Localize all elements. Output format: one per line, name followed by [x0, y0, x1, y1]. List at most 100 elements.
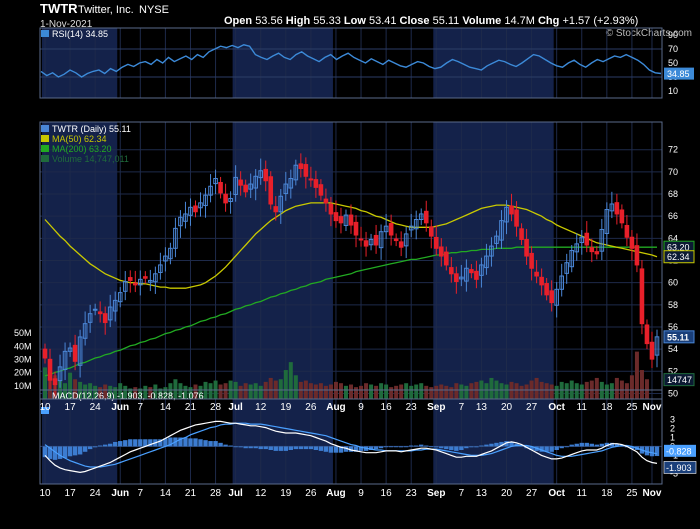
rsi-tick-label: 10 [668, 86, 678, 96]
candle-body [203, 194, 208, 207]
x-tick-label: 12 [255, 488, 267, 499]
macd-histogram-bar [102, 444, 108, 447]
candle-body [47, 358, 53, 381]
x-tick-label: 26 [305, 488, 317, 499]
axis-labels: 907050301034.857270686664626058565452506… [14, 30, 697, 499]
volume-bar [574, 383, 579, 399]
macd-histogram-bar [158, 439, 163, 447]
x-tick-label: Sep [427, 402, 445, 413]
volume-bar [384, 384, 389, 399]
candle-body [348, 214, 354, 226]
volume-tick-label: 30M [14, 355, 32, 365]
volume-label: Volume [462, 15, 501, 27]
volume-bar [293, 375, 298, 399]
macd-histogram-bar [203, 440, 208, 447]
candle-body [644, 324, 650, 345]
macd-histogram-bar [143, 439, 148, 447]
macd-signal-line [44, 422, 658, 468]
candle-body [569, 250, 575, 268]
candle-body [213, 178, 218, 185]
candle-body [589, 247, 595, 253]
x-tick-label: 9 [358, 488, 364, 499]
macd-histogram-bar [469, 446, 474, 448]
x-tick-label: Aug [326, 402, 345, 413]
company-name: Twitter, Inc. [78, 4, 134, 16]
macd-histogram-bar [52, 446, 58, 460]
candle-body [188, 206, 193, 216]
candle-body [243, 184, 248, 193]
macd-histogram-bar [614, 443, 620, 447]
volume-bar [193, 384, 198, 399]
x-tick-label: 7 [459, 402, 465, 413]
macd-histogram-bar [333, 446, 339, 453]
price-tick-label: 64 [668, 233, 678, 243]
candle-body [539, 276, 544, 286]
volume-bar [604, 384, 609, 399]
macd-histogram-bar [238, 446, 243, 448]
volume-bar [394, 385, 399, 399]
macd-histogram-bar [544, 446, 549, 452]
price-last-badge [663, 250, 695, 264]
price-tick-label: 50 [668, 388, 678, 398]
macd-histogram-bar [82, 446, 88, 452]
candle-body [253, 175, 258, 189]
macd-line [44, 420, 658, 474]
macd-histogram-bar [564, 446, 569, 448]
candle-body [499, 220, 504, 241]
volume-bar [349, 384, 353, 399]
candle-body [42, 348, 48, 359]
candle-body [248, 183, 253, 190]
candle-body [323, 198, 329, 204]
candle-body [258, 170, 264, 179]
volume-value: 14.7M [504, 15, 535, 27]
candle-body [308, 178, 314, 181]
volume-bar [524, 384, 529, 399]
candle-body [293, 164, 299, 181]
volume-tick-label: 20M [14, 368, 32, 378]
x-tick-label: 10 [39, 402, 51, 413]
x-tick-label: 27 [526, 488, 538, 499]
x-tick-label: 28 [210, 488, 222, 499]
macd-histogram-bar [579, 442, 584, 447]
volume-bar [374, 385, 379, 399]
volume-bar [399, 384, 404, 399]
candle-body [138, 278, 143, 286]
price-tick-label: 54 [668, 344, 678, 354]
volume-bar [283, 370, 288, 399]
macd-histogram-bar [178, 437, 183, 447]
x-tick-label: 23 [406, 488, 418, 499]
macd-last-label: -0.828 [666, 446, 692, 456]
macd-histogram-bar [263, 446, 268, 450]
volume-bar [43, 367, 47, 399]
macd-histogram-bar [148, 439, 153, 447]
candle-body [163, 255, 168, 262]
macd-histogram-bar [439, 446, 444, 449]
macd-histogram-bar [113, 441, 118, 447]
candle-body [554, 288, 559, 306]
x-tick-label: 26 [305, 402, 317, 413]
candle-body [438, 246, 444, 257]
open-value: 53.56 [255, 15, 283, 27]
price-tick-label: 72 [668, 145, 678, 155]
x-tick-label: 10 [39, 488, 51, 499]
x-tick-label: 7 [459, 488, 465, 499]
candle-body [52, 378, 58, 386]
panel-frame [39, 27, 663, 99]
price-tick-label: 66 [668, 211, 678, 221]
macd-histogram-bar [283, 446, 288, 451]
volume-bar [359, 385, 364, 399]
volume-bar [153, 384, 158, 399]
candle-body [489, 245, 494, 257]
macd-histogram-bar [108, 443, 113, 447]
macd-histogram-bar [484, 444, 489, 447]
volume-bar [118, 383, 123, 399]
macd-histogram-bar [644, 446, 650, 456]
candle-body [57, 366, 63, 382]
month-shade [433, 390, 554, 484]
volume-bar [238, 385, 243, 399]
macd-last-badge [664, 444, 696, 457]
x-tick-label: Jul [228, 402, 243, 413]
macd-histogram-bar [584, 442, 589, 447]
macd-histogram-bar [373, 446, 379, 450]
macd-histogram-bar [343, 446, 349, 452]
